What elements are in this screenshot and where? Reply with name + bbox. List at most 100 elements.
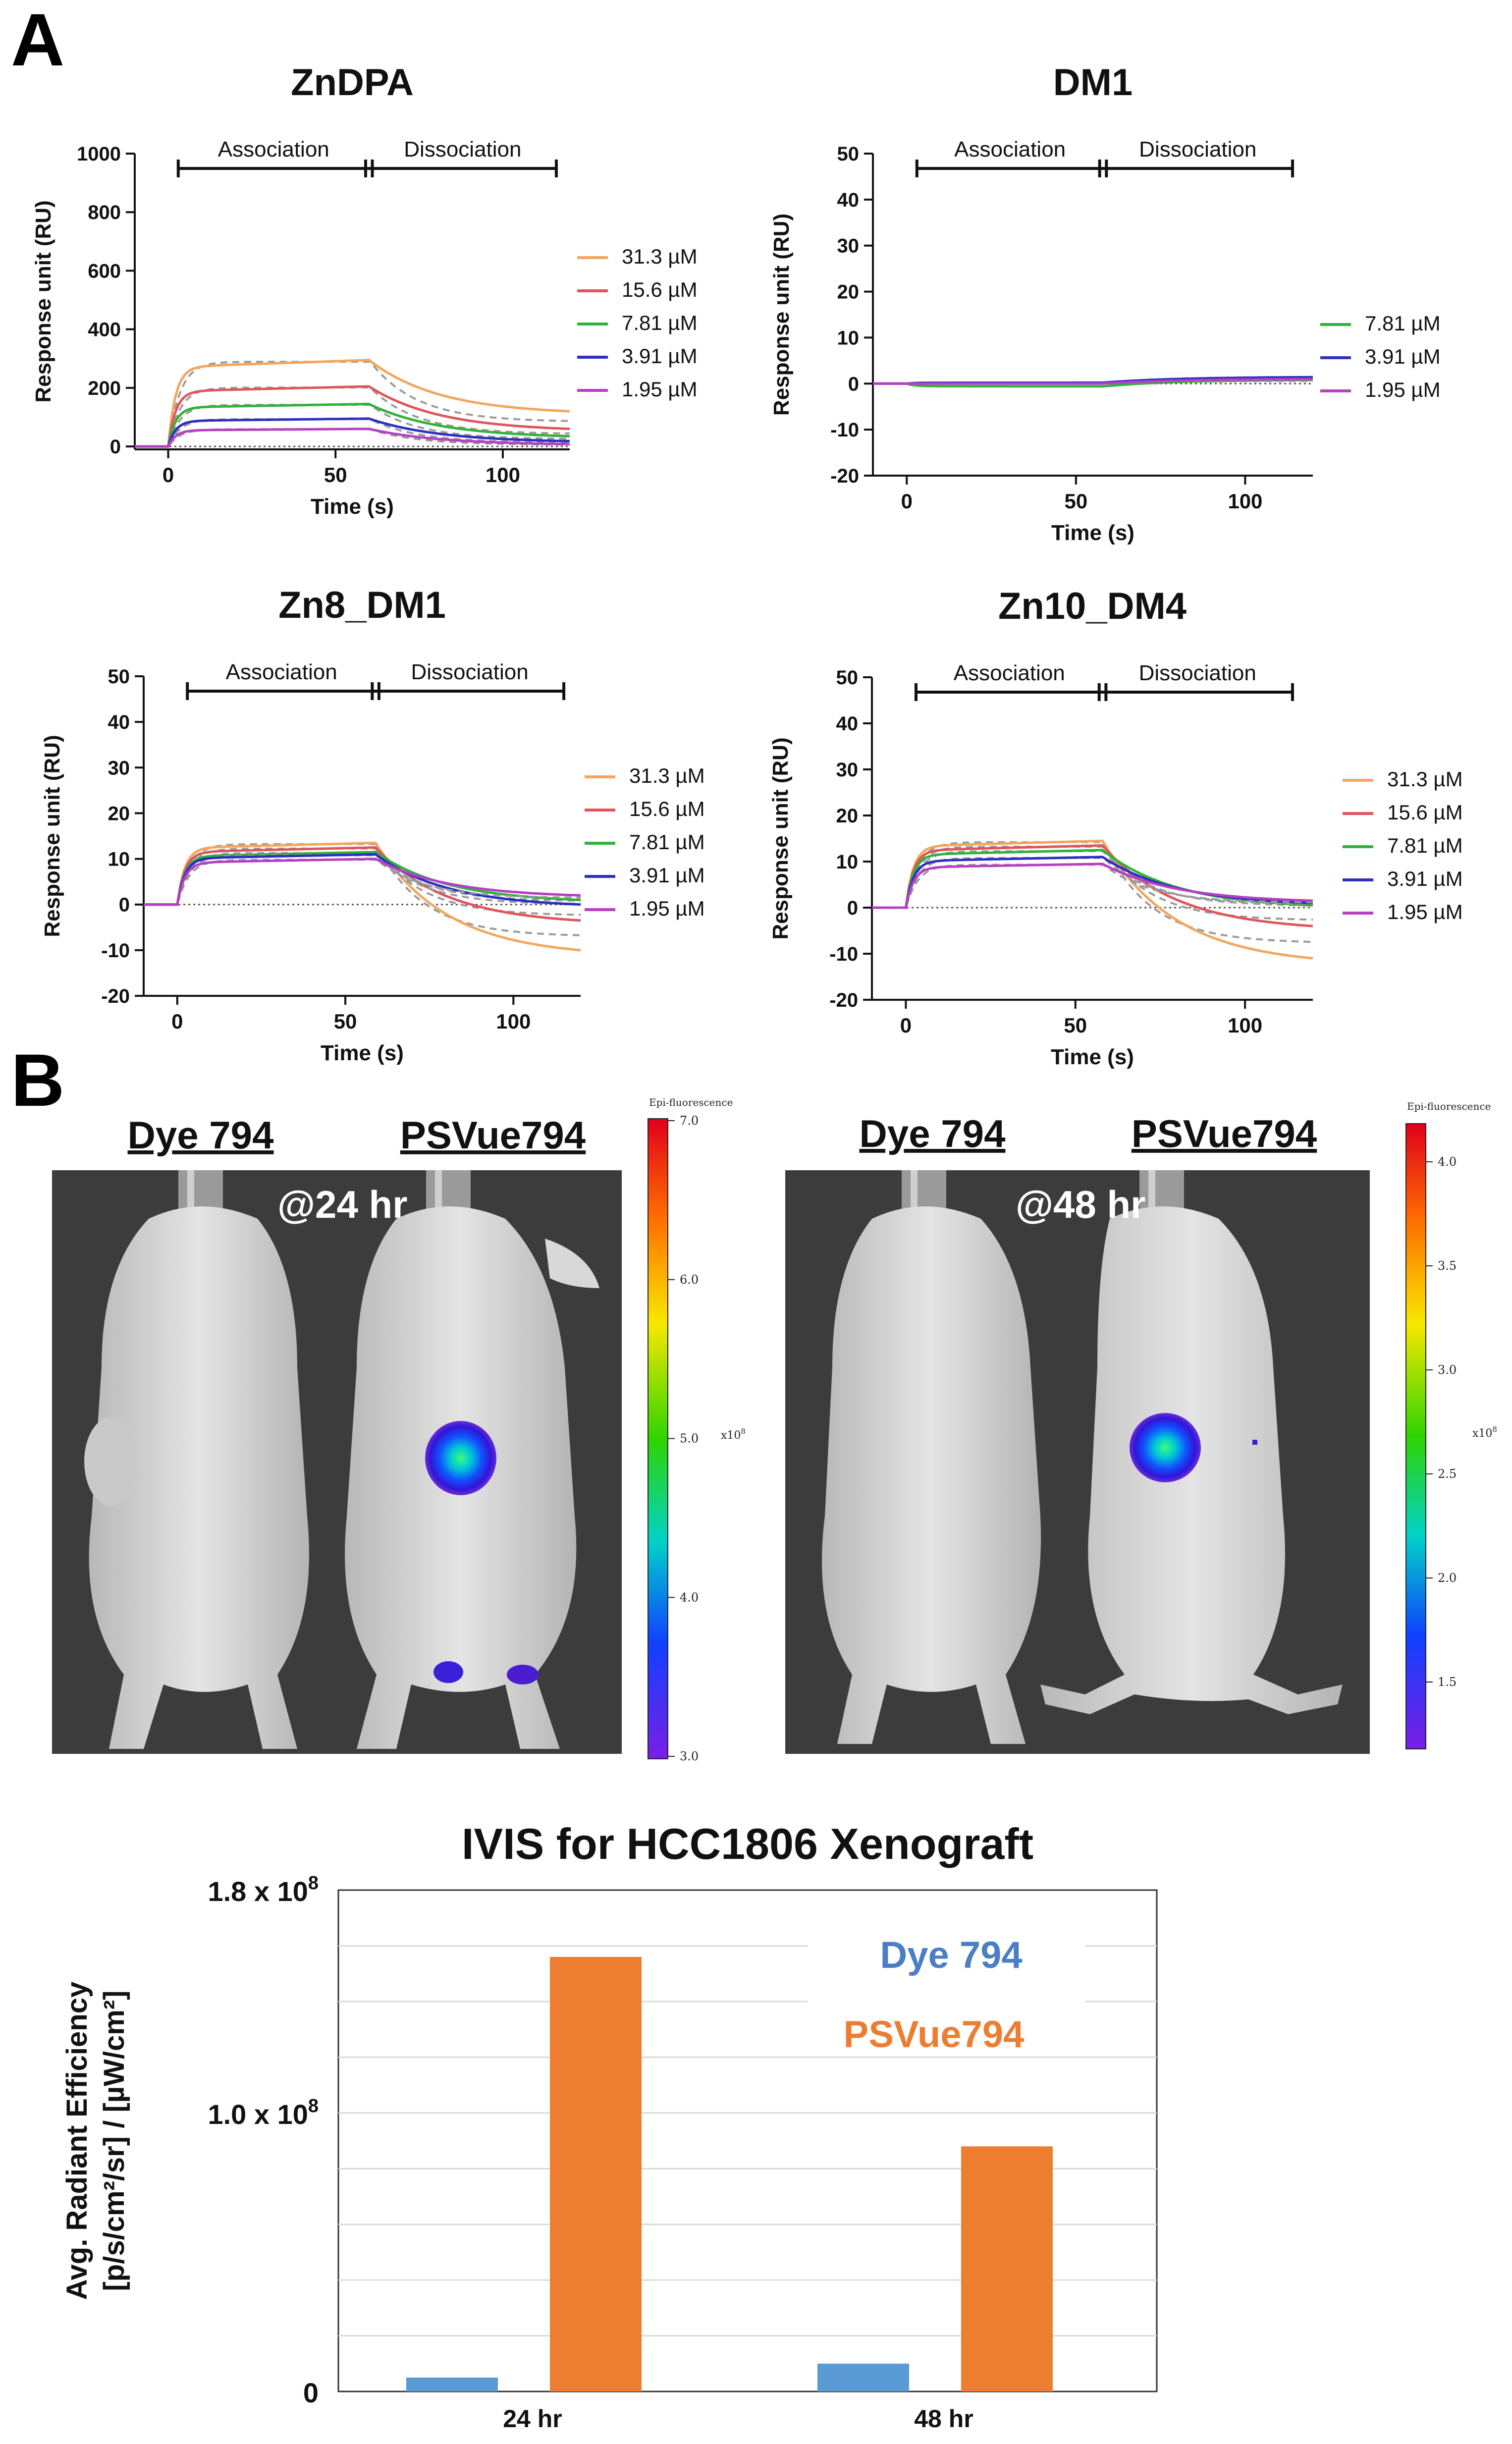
y-axis-label: Response unit (RU) [40, 735, 64, 937]
sensorgram-curve [873, 378, 1313, 385]
colorbar-tick-label: 4.0 [680, 1590, 699, 1604]
y-tick-label: -10 [829, 943, 858, 965]
y-tick-label: 40 [836, 713, 859, 735]
imaging-label-psvue-48: PSVue794 [1132, 1112, 1317, 1155]
x-tick-label: 50 [324, 463, 347, 487]
y-tick-label: -10 [101, 940, 130, 962]
imaging-label-dye-48: Dye 794 [860, 1112, 1006, 1155]
legend-label: 3.91 µM [1365, 345, 1441, 368]
y-tick-label: -10 [830, 419, 859, 441]
y-tick-label: 0 [119, 894, 130, 916]
association-label: Association [218, 137, 329, 162]
y-tick-label: 10 [837, 327, 860, 349]
y-tick-label: 0 [847, 897, 858, 919]
y-tick-label: 40 [837, 189, 860, 211]
fluorescence-spot-48 [1252, 1440, 1257, 1445]
timepoint-48hr: @48 hr [1016, 1183, 1146, 1226]
dissociation-label: Dissociation [404, 137, 521, 162]
sensorgram-curve [135, 428, 570, 448]
bar-bar_ps [550, 1956, 642, 2391]
x-axis-label: Time (s) [1051, 1045, 1134, 1069]
y-tick-label: -20 [829, 989, 858, 1011]
imaging-label-dye-24: Dye 794 [128, 1113, 274, 1157]
dm1-sensorgram: DM1 -20 -10 0 10 20 30 40 50 0 50 100 Time (s) Respon… [769, 61, 1441, 545]
colorbar-48 [1405, 1123, 1426, 1749]
panel-label-a: A [11, 0, 64, 81]
bar-bar_dye [406, 2377, 498, 2391]
panel-label-b: B [11, 1038, 64, 1122]
x-tick-label: 100 [496, 1010, 531, 1033]
colorbar-title-48: Epi-fluorescence [1407, 1100, 1491, 1112]
bar-bar_ps [961, 2146, 1053, 2391]
y-tick-label: 200 [88, 378, 121, 399]
legend-box [808, 1927, 1085, 2056]
zndpa-sensorgram: ZnDPA 0 200 400 600 800 1000 0 50 100 Time (s) Resp… [31, 61, 698, 519]
x-tick-label: 100 [1228, 1014, 1262, 1037]
y-tick-labels: -20 -10 0 10 20 30 40 50 [830, 143, 859, 487]
fluorescence-spot-24b [507, 1665, 539, 1684]
legend-label: 31.3 µM [629, 764, 705, 787]
sensorgram-curve [872, 849, 1313, 909]
y-tick-label: 400 [88, 319, 121, 341]
x-tick-label: 50 [1064, 1014, 1087, 1037]
y-tick-label: 10 [836, 851, 859, 873]
y-tick-label: 10 [108, 849, 130, 870]
y-tick-label: 50 [836, 667, 859, 689]
legend-label: 7.81 µM [629, 830, 705, 854]
x-tick-label: 50 [334, 1010, 357, 1033]
colorbar-24 [648, 1118, 668, 1759]
colorbar-tick-label: 3.0 [680, 1749, 699, 1763]
association-label: Association [226, 660, 337, 684]
sensorgram-curve [144, 858, 581, 906]
y-axis-label-line2: [p/s/cm²/sr] / [µW/cm²] [98, 1990, 130, 2291]
legend-label: 3.91 µM [622, 344, 698, 368]
y-tick-label: 1.0 x 108 [208, 2096, 319, 2130]
sensorgram-curve [135, 359, 570, 448]
ivis-title: IVIS for HCC1806 Xenograft [462, 1819, 1033, 1868]
legend-dye: Dye 794 [880, 1934, 1022, 1976]
y-tick-label: 800 [88, 202, 121, 223]
y-tick-label: -20 [830, 465, 859, 487]
legend-label: 1.95 µM [629, 897, 705, 920]
colorbar-tick-label: 2.5 [1438, 1467, 1457, 1481]
legend-label: 15.6 µM [622, 278, 698, 301]
y-tick-label: 40 [108, 711, 130, 733]
y-axis-label: Response unit (RU) [31, 200, 55, 402]
colorbar-tick-label: 1.5 [1438, 1675, 1457, 1689]
legend-label: 7.81 µM [1387, 834, 1463, 857]
x-axis-label: Time (s) [1051, 521, 1134, 545]
x-tick-label: 50 [1064, 489, 1087, 513]
colorbar-title-24: Epi-fluorescence [649, 1096, 733, 1108]
legend-label: 31.3 µM [1387, 767, 1463, 791]
sensorgram-curve [135, 385, 570, 448]
dissociation-label: Dissociation [1139, 137, 1256, 162]
dissociation-label: Dissociation [1139, 661, 1256, 685]
colorbar-tick-label: 7.0 [680, 1114, 699, 1128]
colorbar-tick-label: 3.5 [1438, 1259, 1457, 1273]
x-tick-label: 0 [171, 1010, 183, 1033]
x-axis-label: Time (s) [311, 494, 394, 519]
y-tick-label: 30 [837, 235, 860, 257]
legend-label: 7.81 µM [1365, 312, 1441, 335]
y-tick-label: 50 [108, 666, 130, 688]
x-tick-label: 0 [901, 489, 913, 513]
fluorescence-signal-24 [425, 1421, 496, 1495]
chart-title: Zn8_DM1 [278, 584, 446, 626]
category-label: 48 hr [914, 2405, 973, 2433]
dissociation-label: Dissociation [411, 660, 528, 684]
legend-label: 7.81 µM [622, 311, 698, 334]
sensorgram-curve [135, 402, 570, 448]
x-tick-label: 0 [162, 463, 174, 487]
colorbar-ticks-48: 4.0 3.5 3.0 2.5 2.0 1.5 [1426, 1155, 1457, 1689]
legend-label: 1.95 µM [1387, 900, 1463, 923]
colorbar-tick-label: 5.0 [680, 1432, 699, 1446]
imaging-panel-24hr: Dye 794 PSVue794 @24 hr Epi-fluorescence… [52, 1096, 746, 1763]
bar-bar_dye [817, 2363, 909, 2391]
y-tick-label: 20 [837, 281, 860, 303]
y-tick-label: 0 [110, 436, 121, 458]
legend-label: 15.6 µM [1387, 801, 1463, 824]
association-label: Association [954, 137, 1066, 162]
sensorgram-curve [135, 417, 570, 448]
legend-label: 3.91 µM [1387, 867, 1463, 890]
